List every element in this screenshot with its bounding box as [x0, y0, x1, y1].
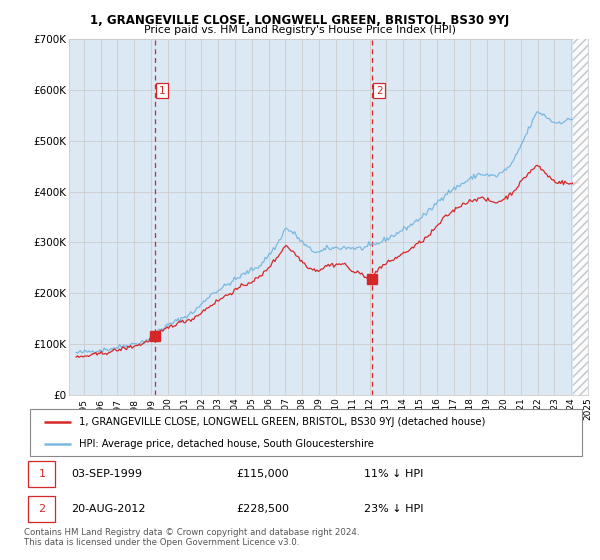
Text: £115,000: £115,000 [236, 469, 289, 479]
Text: 1, GRANGEVILLE CLOSE, LONGWELL GREEN, BRISTOL, BS30 9YJ (detached house): 1, GRANGEVILLE CLOSE, LONGWELL GREEN, BR… [79, 417, 485, 427]
FancyBboxPatch shape [28, 496, 55, 522]
Text: 1: 1 [159, 86, 166, 96]
Text: HPI: Average price, detached house, South Gloucestershire: HPI: Average price, detached house, Sout… [79, 438, 373, 449]
Text: 20-AUG-2012: 20-AUG-2012 [71, 504, 146, 514]
Text: £228,500: £228,500 [236, 504, 289, 514]
Text: 2: 2 [38, 504, 46, 514]
Text: 11% ↓ HPI: 11% ↓ HPI [364, 469, 424, 479]
Text: 1: 1 [38, 469, 46, 479]
Text: 23% ↓ HPI: 23% ↓ HPI [364, 504, 424, 514]
Text: 03-SEP-1999: 03-SEP-1999 [71, 469, 142, 479]
FancyBboxPatch shape [30, 409, 582, 456]
Text: 1, GRANGEVILLE CLOSE, LONGWELL GREEN, BRISTOL, BS30 9YJ: 1, GRANGEVILLE CLOSE, LONGWELL GREEN, BR… [91, 14, 509, 27]
Text: Price paid vs. HM Land Registry's House Price Index (HPI): Price paid vs. HM Land Registry's House … [144, 25, 456, 35]
Bar [572, 39, 588, 395]
Text: Contains HM Land Registry data © Crown copyright and database right 2024.
This d: Contains HM Land Registry data © Crown c… [24, 528, 359, 547]
Text: 2: 2 [376, 86, 382, 96]
FancyBboxPatch shape [28, 461, 55, 487]
